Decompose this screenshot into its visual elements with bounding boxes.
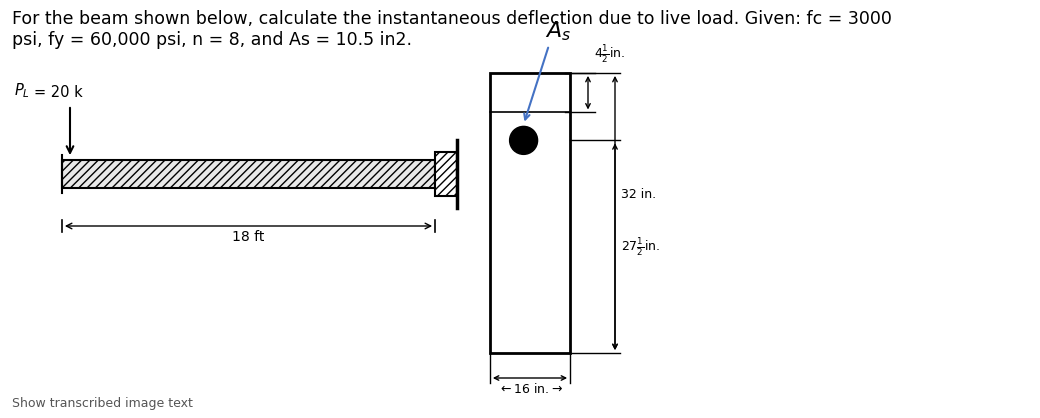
Text: = 20 k: = 20 k: [34, 85, 83, 100]
Text: $4\frac{1}{2}$in.: $4\frac{1}{2}$in.: [594, 43, 625, 65]
Bar: [490, 73, 570, 353]
Text: $A_s$: $A_s$: [545, 19, 571, 43]
Bar: [435, 152, 457, 196]
Text: psi, fy = 60,000 psi, n = 8, and As = 10.5 in2.: psi, fy = 60,000 psi, n = 8, and As = 10…: [12, 31, 412, 49]
Text: For the beam shown below, calculate the instantaneous deflection due to live loa: For the beam shown below, calculate the …: [12, 10, 892, 28]
Text: $P_L$: $P_L$: [14, 81, 30, 100]
Text: 32 in.: 32 in.: [621, 189, 656, 201]
Bar: [62, 160, 435, 188]
Text: $\leftarrow$16 in.$\rightarrow$: $\leftarrow$16 in.$\rightarrow$: [497, 382, 563, 396]
Text: Show transcribed image text: Show transcribed image text: [12, 397, 192, 410]
Text: 18 ft: 18 ft: [232, 230, 265, 244]
Circle shape: [510, 126, 538, 154]
Text: $27\frac{1}{2}$in.: $27\frac{1}{2}$in.: [621, 236, 660, 257]
